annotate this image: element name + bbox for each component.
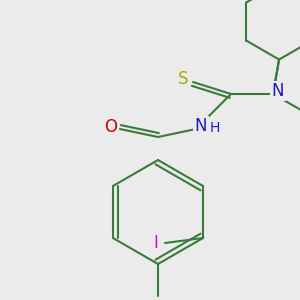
Text: O: O xyxy=(104,118,118,136)
Text: N: N xyxy=(272,82,284,100)
Text: N: N xyxy=(195,117,207,135)
Text: I: I xyxy=(154,234,158,252)
Text: H: H xyxy=(210,121,220,135)
Text: S: S xyxy=(178,70,188,88)
